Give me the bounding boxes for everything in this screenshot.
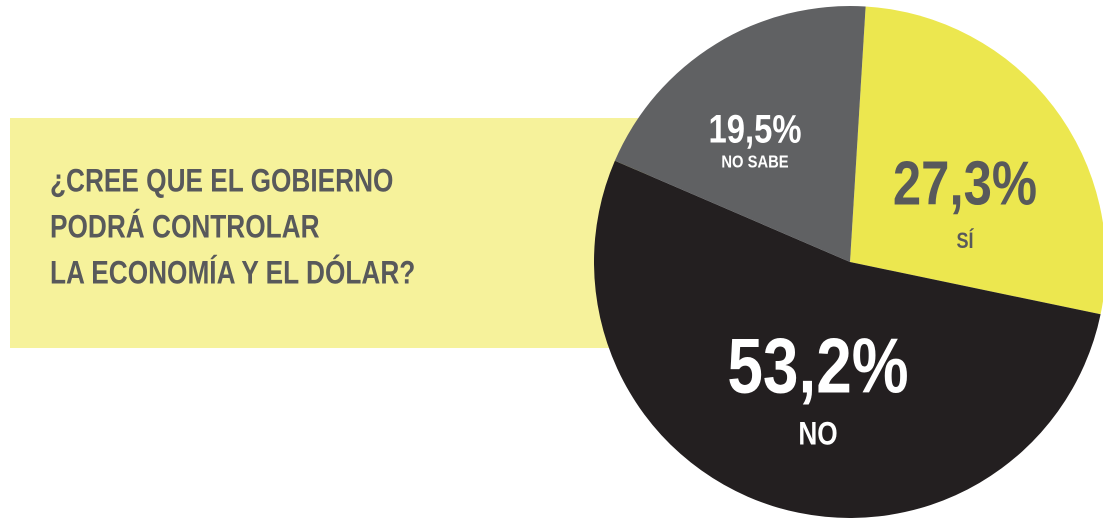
chart-title: PODRÁ CONTROLAR	[50, 208, 320, 245]
title-banner	[10, 118, 650, 348]
category-label: NO SABE	[721, 152, 788, 172]
value-label: 19,5%	[709, 106, 802, 151]
pie-slice	[594, 160, 1101, 518]
category-label: SÍ	[956, 228, 974, 253]
pie-slice	[850, 6, 1103, 315]
chart-title: LA ECONOMÍA Y EL DÓLAR?	[50, 254, 415, 291]
value-label: 53,2%	[727, 323, 908, 410]
chart-title: ¿CREE QUE EL GOBIERNO	[50, 164, 393, 199]
category-label: NO	[798, 417, 837, 452]
pie-slice	[614, 6, 866, 263]
value-label: 27,3%	[893, 150, 1037, 219]
